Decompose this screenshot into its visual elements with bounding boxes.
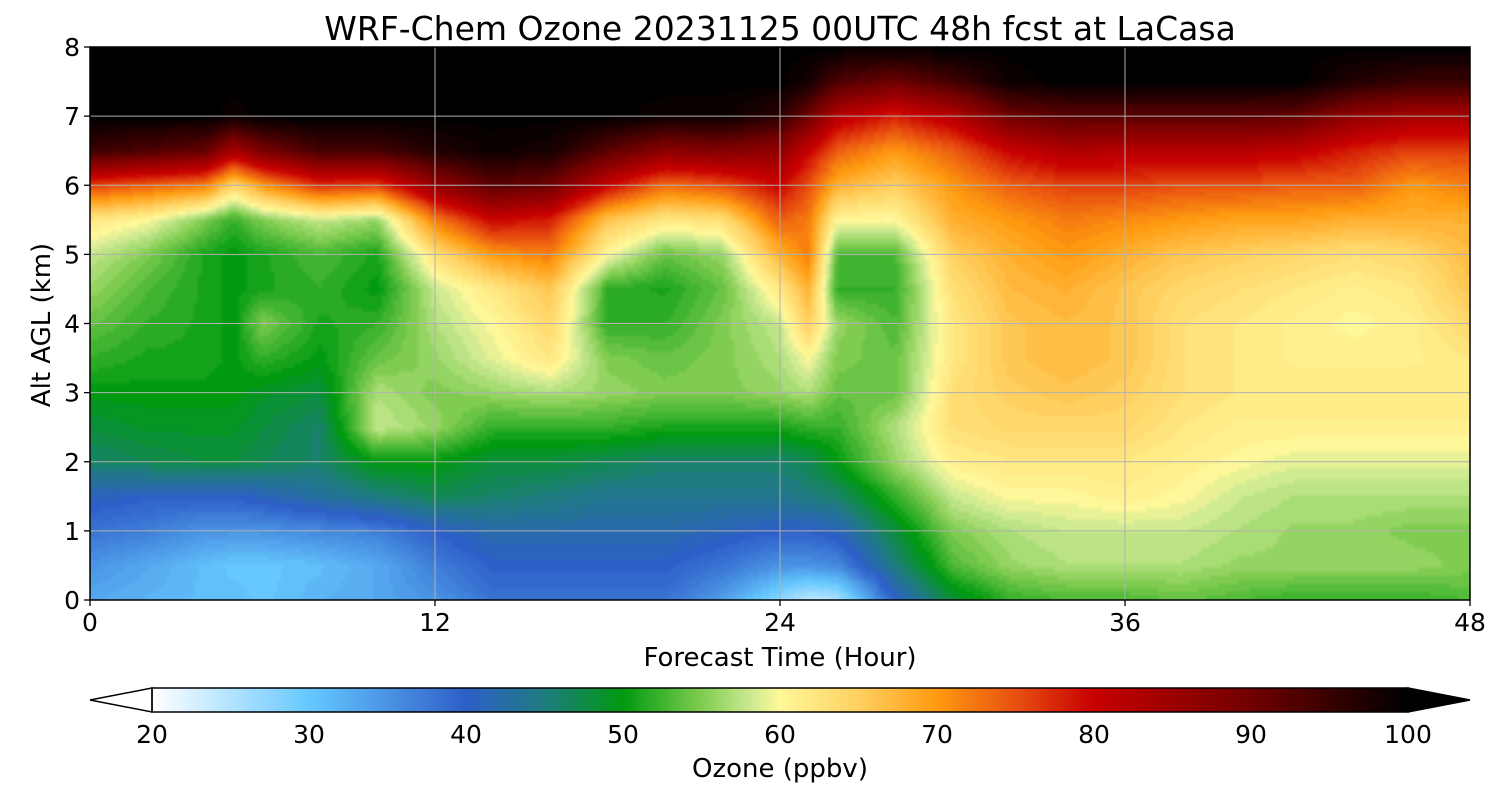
y-tick-label: 6	[64, 171, 80, 200]
y-axis-ticks: 0 1 2 3 4 5 6 7 8	[64, 33, 90, 615]
colorbar-tick-label: 30	[293, 720, 325, 749]
y-tick-label: 7	[64, 102, 80, 131]
colorbar-label: Ozone (ppbv)	[692, 754, 868, 784]
colorbar-tick-label: 70	[921, 720, 953, 749]
x-axis-ticks: 0 12 24 36 48	[82, 600, 1486, 637]
chart-title: WRF-Chem Ozone 20231125 00UTC 48h fcst a…	[324, 9, 1236, 48]
y-tick-label: 8	[64, 33, 80, 62]
y-tick-label: 1	[64, 517, 80, 546]
colorbar: 20 30 40 50 60 70 80 90 100 Ozone (ppbv)	[89, 687, 1471, 784]
x-tick-label: 12	[419, 608, 451, 637]
colorbar-tick-label: 100	[1384, 720, 1432, 749]
y-tick-label: 0	[64, 586, 80, 615]
colorbar-tick-label: 50	[607, 720, 639, 749]
x-tick-label: 0	[82, 608, 98, 637]
y-tick-label: 2	[64, 448, 80, 477]
y-axis-label: Alt AGL (km)	[27, 243, 57, 407]
colorbar-tick-label: 80	[1078, 720, 1110, 749]
x-axis-label: Forecast Time (Hour)	[643, 643, 916, 673]
colorbar-tick-label: 90	[1235, 720, 1267, 749]
x-tick-label: 48	[1454, 608, 1486, 637]
colorbar-ticks: 20 30 40 50 60 70 80 90 100	[136, 720, 1432, 749]
x-tick-label: 24	[764, 608, 796, 637]
colorbar-frame	[151, 687, 1409, 713]
colorbar-extend-low	[89, 687, 153, 713]
colorbar-tick-label: 20	[136, 720, 168, 749]
y-tick-label: 4	[64, 310, 80, 339]
x-tick-label: 36	[1109, 608, 1141, 637]
y-tick-label: 3	[64, 379, 80, 408]
colorbar-tick-label: 40	[450, 720, 482, 749]
colorbar-gradient	[152, 688, 1408, 712]
colorbar-tick-label: 60	[764, 720, 796, 749]
colorbar-extend-high	[1407, 687, 1471, 713]
y-tick-label: 5	[64, 240, 80, 269]
